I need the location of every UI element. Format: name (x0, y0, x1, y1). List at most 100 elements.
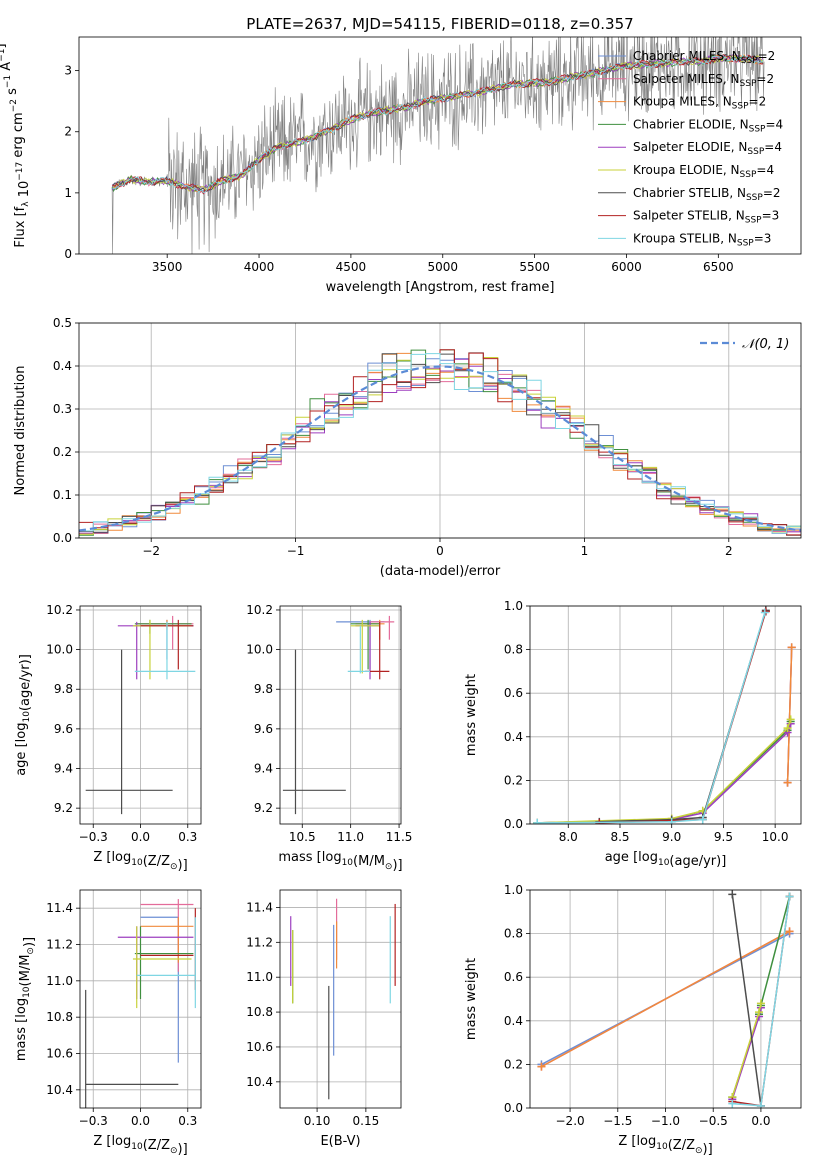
y-tick-label: 10.0 (46, 643, 73, 657)
x-tick-label: 4000 (244, 260, 275, 274)
panel-residuals: −2 −1 0 1 2 0.0 0.1 0.2 0.3 0.4 0.5 (data-model)/er… (13, 316, 802, 579)
y-tick-label: 0.2 (504, 1057, 523, 1071)
y-tick-label: 11.4 (46, 901, 73, 915)
weight-marker (783, 778, 792, 787)
legend-entry: Salpeter MILES, NSSP=2 (633, 72, 774, 89)
legend-entry: Kroupa STELIB, NSSP=3 (633, 231, 771, 248)
x-tick-label: −1.5 (603, 1114, 632, 1128)
panel-mass-age: 10.5 11.0 11.5 9.2 9.4 9.6 9.8 10.0 10.2 mass [lo… (246, 603, 412, 873)
weight-line (537, 612, 766, 824)
y-tick-label: 3 (64, 64, 72, 78)
x-tick-label: 10.0 (762, 830, 789, 844)
x-tick-label: −1 (287, 544, 305, 558)
y-tick-label: 9.8 (254, 682, 273, 696)
y-tick-label: 10.2 (46, 603, 73, 617)
residual-histogram (79, 353, 801, 534)
x-tick-label: 0.3 (178, 830, 197, 844)
axes-frame (78, 36, 802, 255)
weight-marker (785, 927, 794, 936)
x-tick-label: 11.0 (337, 830, 364, 844)
x-tick-label: 3500 (152, 260, 183, 274)
y-tick-label: 0.4 (53, 359, 72, 373)
y-tick-label: 11.0 (246, 970, 273, 984)
x-tick-label: 11.5 (386, 830, 413, 844)
y-tick-label: 0.0 (53, 531, 72, 545)
plot-area (290, 898, 396, 1100)
y-tick-label: 10.6 (46, 1047, 73, 1061)
x-axis-label: E(B-V) (320, 1134, 360, 1149)
legend-entry: Salpeter STELIB, NSSP=3 (633, 209, 779, 226)
spectrum-model-line (111, 54, 764, 194)
y-tick-label: 10.0 (246, 643, 273, 657)
plot-area (79, 349, 801, 536)
y-tick-label: 0.4 (504, 1014, 523, 1028)
y-tick-label: 0.3 (53, 402, 72, 416)
y-tick-label: 0.6 (504, 686, 523, 700)
legend-entry: Salpeter ELODIE, NSSP=4 (633, 140, 782, 157)
y-tick-label: 0.2 (53, 445, 72, 459)
x-axis-label: Z [log10(Z/Z⊙)] (93, 1134, 187, 1157)
x-tick-label: 8.5 (610, 830, 629, 844)
x-axis-label: age [log10(age/yr)] (605, 850, 727, 869)
x-tick-label: −0.3 (79, 830, 108, 844)
y-tick-label: 9.8 (54, 682, 73, 696)
x-tick-label: 9.0 (662, 830, 681, 844)
x-tick-label: 0.0 (751, 1114, 770, 1128)
x-tick-label: −2 (142, 544, 160, 558)
x-tick-label: −0.3 (79, 1114, 108, 1128)
legend-entry: 𝒩(0, 1) (742, 337, 789, 352)
panel-spectrum: 3500 4000 4500 5000 5500 6000 6500 0 1 2 3 waveleng… (0, 36, 802, 295)
weight-marker (755, 1008, 764, 1017)
y-tick-label: 1 (64, 186, 72, 200)
x-tick-label: 5500 (519, 260, 550, 274)
axes-frame (279, 605, 402, 825)
legend-entry: Kroupa MILES, NSSP=2 (633, 95, 766, 112)
y-tick-label: 10.8 (246, 1005, 273, 1019)
y-tick-label: 9.6 (54, 722, 73, 736)
x-axis-label: mass [log10(M/M⊙)] (278, 850, 402, 873)
weight-marker (785, 892, 794, 901)
y-tick-label: 0.4 (504, 730, 523, 744)
panel-ebv-mass: 0.10 0.15 10.4 10.6 10.8 11.0 11.2 11.4 E(B-V) (246, 889, 402, 1149)
y-tick-label: 0.6 (504, 970, 523, 984)
y-tick-label: 0.8 (504, 927, 523, 941)
y-axis-label: Flux [fλ 10−17 erg cm−2 s−1 A−1] (0, 43, 32, 247)
y-tick-label: 0.2 (504, 773, 523, 787)
weight-marker (760, 608, 769, 617)
y-tick-label: 0.1 (53, 488, 72, 502)
x-axis-label: Z [log10(Z/Z⊙)] (93, 850, 187, 873)
y-tick-label: 9.4 (54, 762, 73, 776)
weight-line (537, 719, 792, 824)
y-tick-label: 10.4 (246, 1075, 273, 1089)
plot-area (85, 615, 196, 815)
y-tick-label: 11.2 (246, 935, 273, 949)
weight-marker (786, 715, 795, 724)
axes-frame (279, 889, 402, 1109)
x-tick-label: 0.15 (353, 1114, 380, 1128)
y-tick-label: 11.0 (46, 974, 73, 988)
normal-curve (79, 365, 801, 532)
weight-marker (667, 817, 676, 824)
weight-marker (537, 1062, 546, 1071)
y-tick-label: 10.4 (46, 1083, 73, 1097)
plot-area (111, 37, 765, 254)
weight-line (599, 611, 767, 824)
y-tick-label: 9.6 (254, 722, 273, 736)
weight-line (786, 647, 793, 783)
x-tick-label: 0 (436, 544, 444, 558)
y-tick-label: 9.2 (54, 801, 73, 815)
plot-area (533, 606, 796, 824)
y-tick-label: 0.5 (53, 316, 72, 330)
y-tick-label: 10.2 (246, 603, 273, 617)
weight-line (731, 894, 762, 1106)
axes-frame (529, 889, 802, 1109)
legend-entry: Kroupa ELODIE, NSSP=4 (633, 163, 774, 180)
x-tick-label: 10.5 (289, 830, 316, 844)
y-tick-label: 0.8 (504, 643, 523, 657)
weight-marker (698, 815, 707, 824)
y-tick-label: 10.8 (46, 1010, 73, 1024)
y-axis-label: age [log10(age/yr)] (14, 654, 33, 776)
weight-marker (761, 607, 770, 616)
y-tick-label: 1.0 (504, 599, 523, 613)
